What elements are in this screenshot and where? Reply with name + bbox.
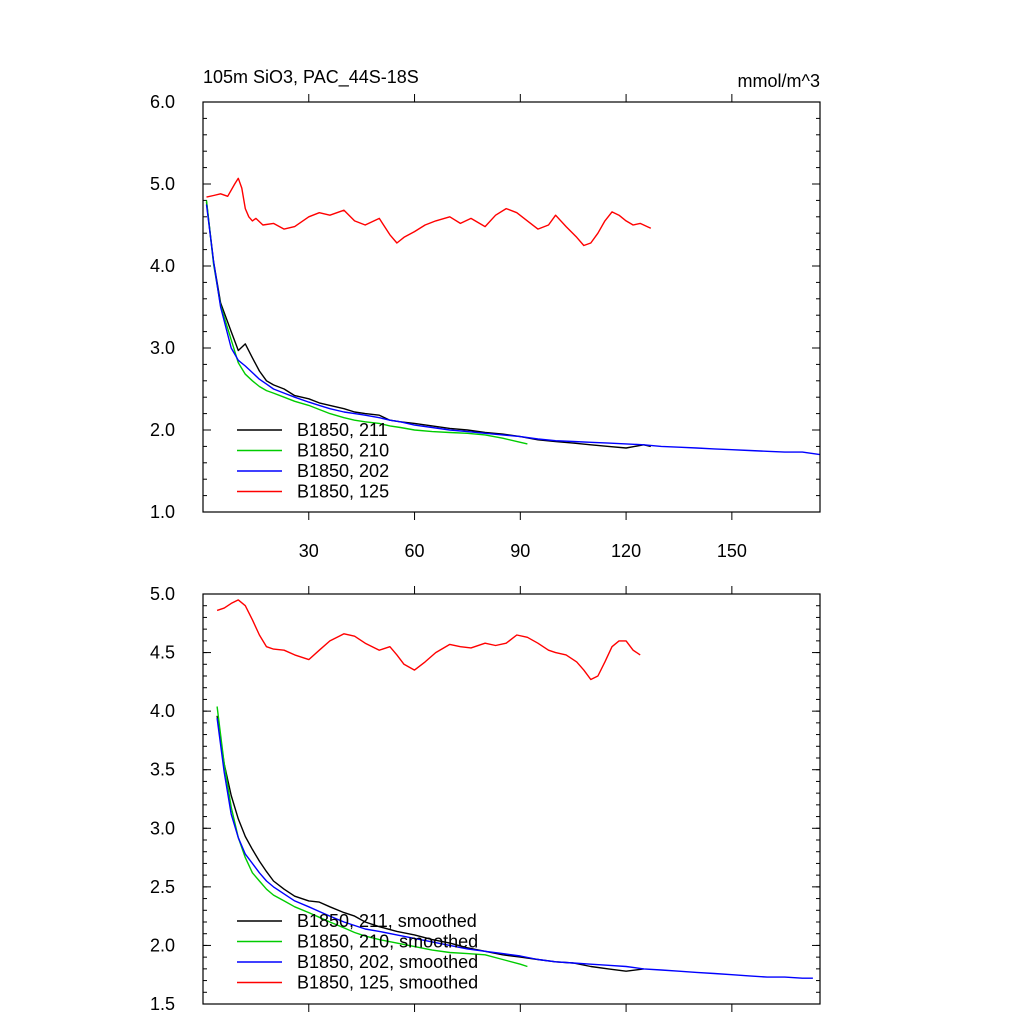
bottom-chart-ytick-label: 5.0 (150, 584, 175, 604)
bottom-chart-series-line-3 (216, 599, 641, 681)
bottom-chart-series (216, 599, 813, 979)
top-chart-legend-label-2: B1850, 202 (297, 461, 389, 481)
top-chart-ytick-label: 3.0 (150, 338, 175, 358)
top-chart-series-line-0 (205, 201, 651, 449)
bottom-chart-ytick-label: 1.5 (150, 994, 175, 1014)
top-chart-series-line-1 (205, 200, 528, 445)
bottom-chart-ytick-labels: 1.5 2.0 2.5 3.0 3.5 4.0 4.5 5.0 (150, 584, 175, 1014)
bottom-chart-ytick-label: 2.0 (150, 935, 175, 955)
top-chart-legend-label-3: B1850, 125 (297, 482, 389, 502)
bottom-chart-legend-label-3: B1850, 125, smoothed (297, 973, 478, 993)
bottom-chart-ytick-label: 3.0 (150, 818, 175, 838)
top-chart-ytick-label: 4.0 (150, 256, 175, 276)
bottom-chart-ytick-label: 2.5 (150, 877, 175, 897)
top-chart-xtick-label: 60 (405, 541, 425, 561)
top-chart-frame (202, 101, 821, 513)
top-chart-xtick-label: 30 (299, 541, 319, 561)
top-chart-xtick-label: 150 (717, 541, 747, 561)
top-chart: 105m SiO3, PAC_44S-18S mmol/m^3 1.0 2.0 3.… (150, 67, 821, 561)
top-chart-series (205, 177, 821, 456)
bottom-chart-ytick-label: 4.5 (150, 643, 175, 663)
bottom-chart-ytick-label: 4.0 (150, 701, 175, 721)
top-chart-series-line-2 (205, 204, 821, 456)
top-chart-series-line-3 (206, 177, 652, 247)
top-chart-ytick-label: 2.0 (150, 420, 175, 440)
top-chart-legend-label-0: B1850, 211 (297, 420, 388, 440)
top-chart-ytick-labels: 1.0 2.0 3.0 4.0 5.0 6.0 (150, 92, 175, 522)
bottom-chart-legend-label-2: B1850, 202, smoothed (297, 952, 478, 972)
top-chart-xtick-label: 90 (510, 541, 530, 561)
bottom-chart-ticks (203, 586, 820, 1012)
top-chart-ytick-label: 6.0 (150, 92, 175, 112)
bottom-chart: 1.5 2.0 2.5 3.0 3.5 4.0 4.5 5.0 B1850, 211, smo… (150, 584, 821, 1014)
bottom-chart-series-line-1 (216, 706, 528, 968)
bottom-chart-legend-label-0: B1850, 211, smoothed (297, 911, 477, 931)
bottom-chart-legend-label-1: B1850, 210, smoothed (297, 932, 478, 952)
bottom-chart-ytick-label: 3.5 (150, 760, 175, 780)
top-chart-xtick-label: 120 (611, 541, 641, 561)
top-chart-title: 105m SiO3, PAC_44S-18S (203, 67, 419, 88)
top-chart-legend-label-1: B1850, 210 (297, 441, 389, 461)
top-chart-xtick-labels: 30 60 90 120 150 (299, 541, 747, 561)
top-chart-units: mmol/m^3 (738, 71, 820, 91)
top-chart-ytick-label: 1.0 (150, 502, 175, 522)
top-chart-ticks (203, 94, 820, 520)
top-chart-ytick-label: 5.0 (150, 174, 175, 194)
bottom-chart-frame (202, 593, 821, 1005)
bottom-chart-series-line-2 (216, 718, 813, 979)
